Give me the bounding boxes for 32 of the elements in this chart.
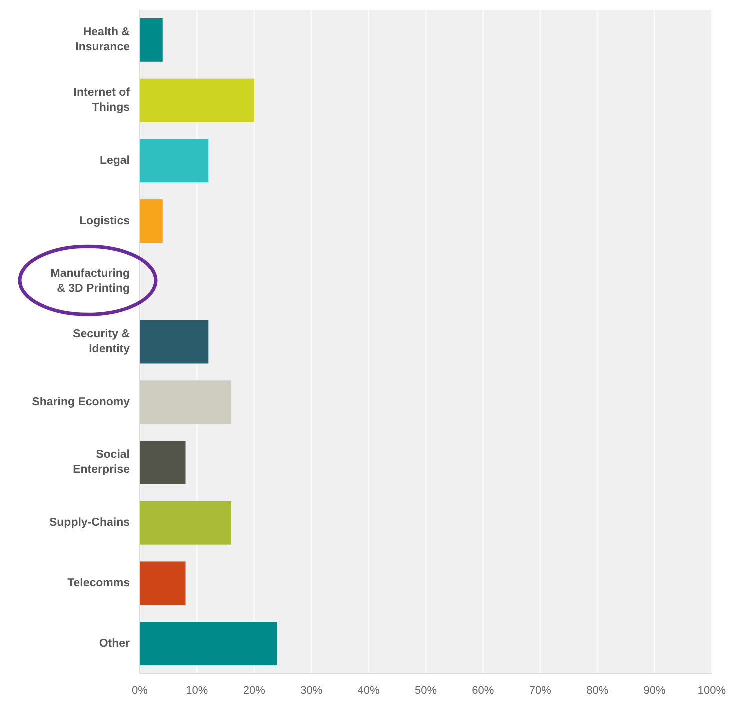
y-tick-label: Social Enterprise [73,449,130,476]
y-tick-label: Logistics [80,215,130,228]
bar [140,18,163,62]
y-tick-label: Security & Identity [73,328,131,356]
y-tick-label: Sharing Economy [32,396,131,408]
x-tick-label: 20% [243,685,266,697]
y-tick-label: Manufacturing & 3D Printing [50,268,130,296]
x-tick-label: 60% [472,685,494,697]
bar [140,380,232,424]
x-tick-label: 0% [132,685,148,697]
bar [140,139,209,183]
y-tick-label: Other [99,638,131,650]
x-tick-label: 10% [186,685,208,697]
y-tick-label: Internet of Things [74,87,130,114]
bar [140,440,186,484]
bar [140,622,278,666]
bar [140,501,232,545]
y-tick-label: Legal [100,154,130,167]
x-tick-label: 40% [358,685,380,697]
x-tick-label: 80% [586,685,609,697]
bar [140,562,186,606]
x-tick-label: 90% [644,685,666,697]
bar [140,78,254,122]
bar [140,320,209,364]
x-tick-label: 50% [414,685,438,697]
x-tick-label: 100% [698,685,726,697]
y-tick-label: Supply-Chains [49,517,130,530]
x-tick-label: 30% [300,685,323,697]
y-tick-label: Telecomms [68,577,130,590]
bar [140,200,163,244]
y-tick-label: Health & Insurance [76,26,130,54]
x-tick-label: 70% [529,685,552,697]
